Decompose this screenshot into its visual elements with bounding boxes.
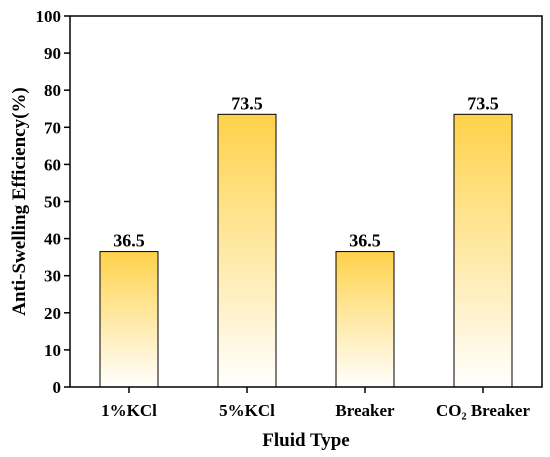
- x-axis-title: Fluid Type: [262, 430, 349, 451]
- y-tick-label: 0: [53, 378, 62, 397]
- y-tick-label: 20: [44, 304, 61, 323]
- y-tick-label: 100: [36, 7, 62, 26]
- x-tick-label: 1%KCl: [101, 401, 157, 420]
- x-tick-label: Breaker: [335, 401, 395, 420]
- y-axis-title: Anti-Swelling Efficiency(%): [9, 87, 30, 316]
- bar: [335, 251, 395, 388]
- data-labels-group: 36.5 73.5 36.5 73.5: [113, 93, 499, 250]
- y-tick-label: 80: [44, 81, 61, 100]
- x-tick-label: 5%KCl: [219, 401, 275, 420]
- bar: [99, 251, 159, 388]
- y-tick-label: 40: [44, 230, 61, 249]
- data-label: 73.5: [467, 93, 499, 113]
- x-tick-label: CO₂ Breaker: [436, 401, 530, 420]
- y-axis-ticks: 0 10 20 30 40 50 60 70 80 90 100: [36, 7, 70, 397]
- y-tick-label: 30: [44, 267, 61, 286]
- bars-group: [99, 113, 513, 388]
- y-tick-label: 10: [44, 341, 61, 360]
- bar: [453, 113, 513, 388]
- y-tick-label: 60: [44, 155, 61, 174]
- data-label: 36.5: [349, 231, 381, 251]
- y-tick-label: 70: [44, 118, 61, 137]
- data-label: 36.5: [113, 231, 145, 251]
- x-axis-ticks: 1%KCl 5%KCl Breaker CO₂ Breaker: [101, 387, 530, 420]
- y-tick-label: 90: [44, 44, 61, 63]
- data-label: 73.5: [231, 93, 263, 113]
- bar: [217, 113, 277, 388]
- y-tick-label: 50: [44, 193, 61, 212]
